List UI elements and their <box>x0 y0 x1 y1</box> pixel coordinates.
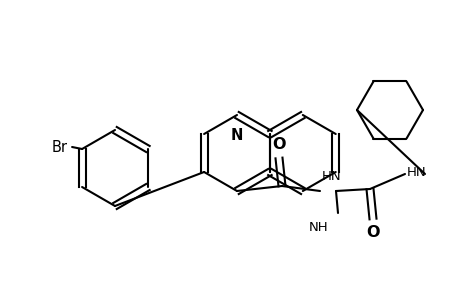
Text: Br: Br <box>52 140 68 154</box>
Text: O: O <box>272 137 285 152</box>
Text: HN: HN <box>321 170 341 183</box>
Text: N: N <box>230 128 243 143</box>
Text: HN: HN <box>406 166 425 178</box>
Text: NH: NH <box>308 221 328 234</box>
Text: O: O <box>365 225 379 240</box>
